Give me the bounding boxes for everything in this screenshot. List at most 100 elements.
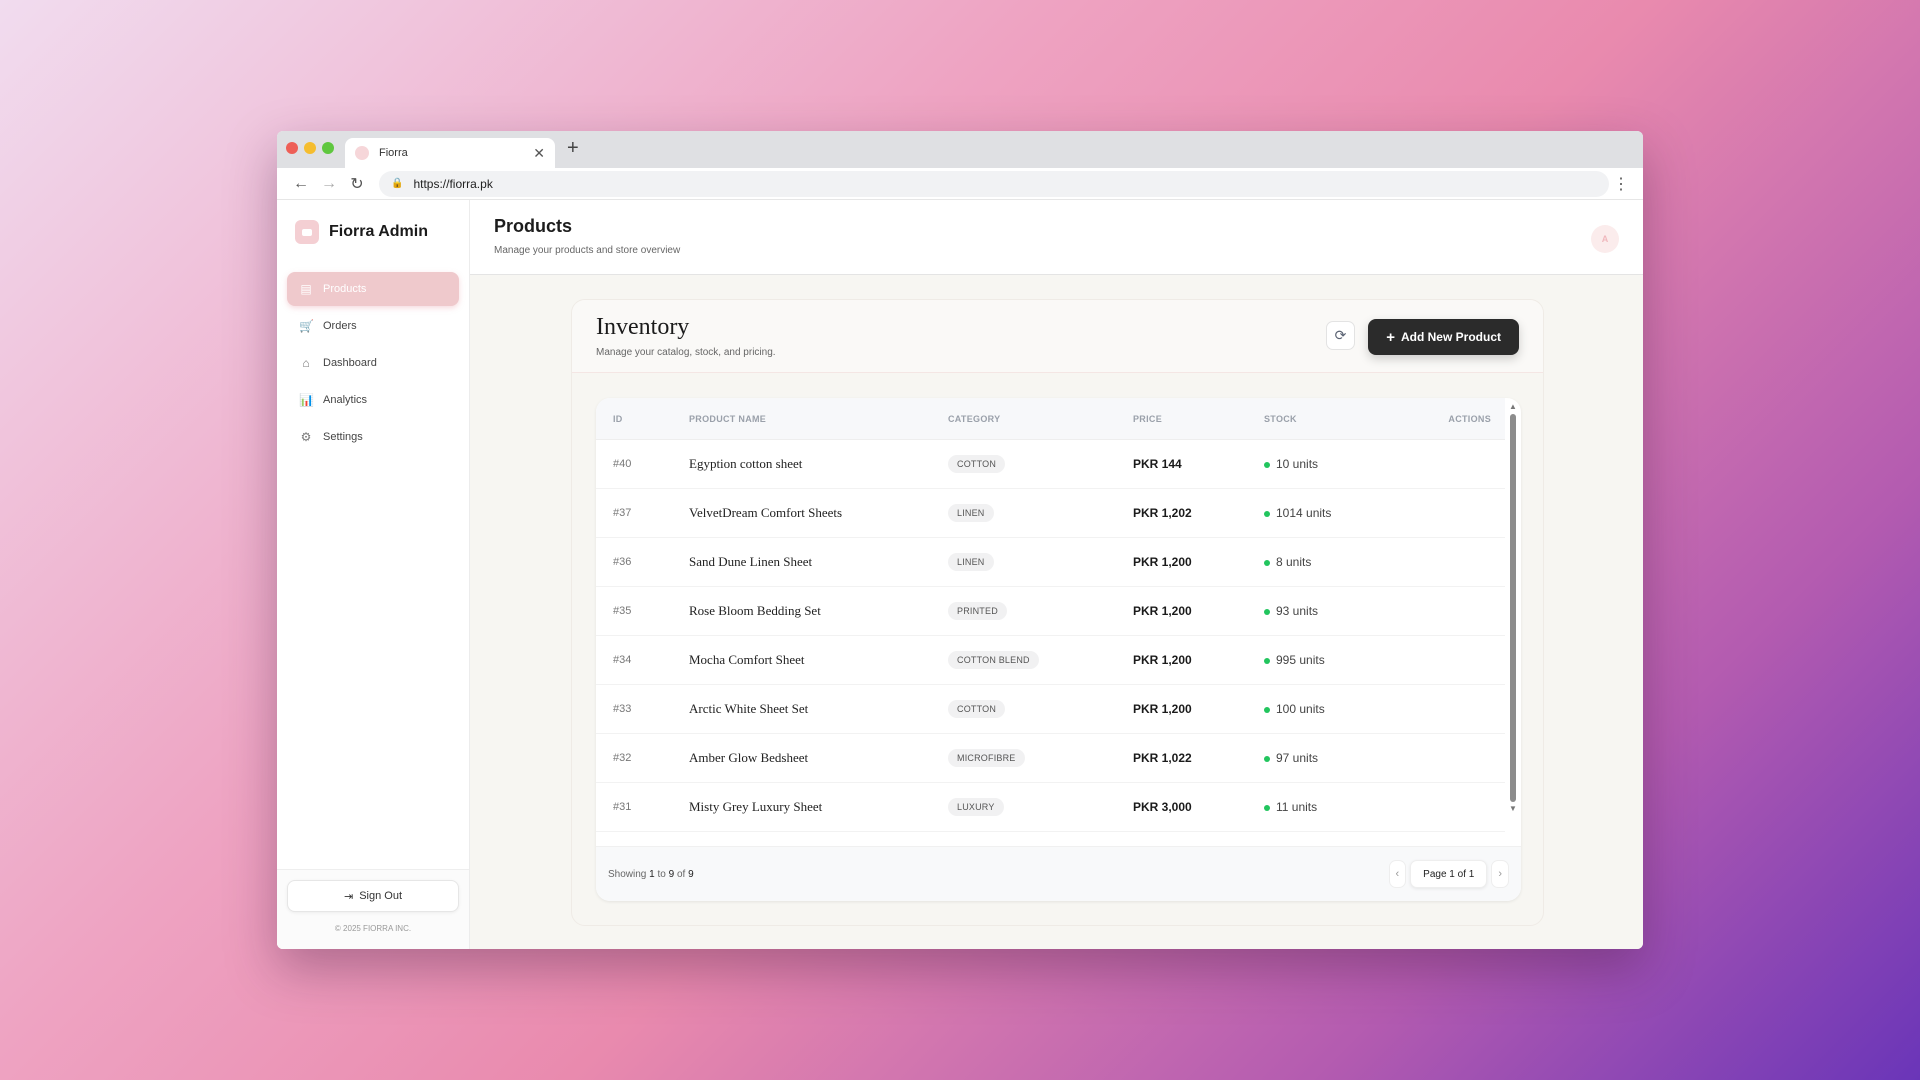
product-name: Rose Bloom Bedding Set bbox=[689, 603, 821, 618]
product-name: Sand Dune Linen Sheet bbox=[689, 554, 813, 569]
category-badge: LINEN bbox=[948, 504, 994, 522]
browser-tab[interactable]: Fiorra ✕ bbox=[345, 138, 555, 168]
product-price: PKR 1,200 bbox=[1133, 702, 1192, 716]
tab-title: Fiorra bbox=[379, 147, 408, 159]
address-row: ← → ↻ 🔒 https://fiorra.pk ⋮ bbox=[277, 168, 1643, 200]
table-row[interactable]: #31 Misty Grey Luxury Sheet LUXURY PKR 3… bbox=[596, 783, 1505, 832]
table-scrollbar[interactable]: ▲ ▼ bbox=[1509, 402, 1517, 852]
close-tab-icon[interactable]: ✕ bbox=[533, 144, 545, 161]
store-logo-icon bbox=[295, 220, 319, 244]
refresh-button[interactable]: ⟳ bbox=[1326, 321, 1355, 350]
in-stock-dot-icon bbox=[1264, 657, 1270, 664]
reload-icon[interactable]: ↻ bbox=[350, 175, 364, 193]
category-badge: PRINTED bbox=[948, 602, 1007, 620]
inventory-card: Inventory Manage your catalog, stock, an… bbox=[571, 299, 1544, 926]
col-actions: ACTIONS bbox=[1448, 413, 1491, 424]
showing-text: Showing 1 to 9 of 9 bbox=[608, 868, 694, 880]
scroll-down-icon[interactable]: ▼ bbox=[1509, 804, 1517, 813]
copyright: © 2025 FIORRA INC. bbox=[334, 924, 412, 933]
sidebar-item-products[interactable]: ▤ Products bbox=[287, 272, 459, 306]
product-price: PKR 3,000 bbox=[1133, 800, 1192, 814]
product-name: Arctic White Sheet Set bbox=[689, 701, 809, 716]
col-category: CATEGORY bbox=[948, 413, 1001, 424]
category-badge: COTTON bbox=[948, 455, 1006, 473]
close-window-button[interactable] bbox=[286, 142, 298, 154]
in-stock-dot-icon bbox=[1264, 755, 1270, 762]
product-price: PKR 1,200 bbox=[1133, 653, 1192, 667]
stock-status: 1014 units bbox=[1264, 506, 1331, 520]
product-name: Egyption cotton sheet bbox=[689, 456, 803, 471]
pagination: ‹ Page 1 of 1 › bbox=[1388, 860, 1509, 888]
scroll-up-icon[interactable]: ▲ bbox=[1509, 402, 1517, 411]
next-page-button[interactable]: › bbox=[1491, 860, 1509, 888]
cart-icon: 🛒 bbox=[299, 319, 314, 333]
sidebar-item-dashboard[interactable]: ⌂ Dashboard bbox=[287, 346, 459, 380]
stock-status: 11 units bbox=[1264, 800, 1317, 814]
product-id: #33 bbox=[613, 703, 632, 715]
table-row[interactable]: #33 Arctic White Sheet Set COTTON PKR 1,… bbox=[596, 685, 1505, 734]
table-row[interactable]: #32 Amber Glow Bedsheet MICROFIBRE PKR 1… bbox=[596, 734, 1505, 783]
product-price: PKR 144 bbox=[1133, 457, 1182, 471]
avatar[interactable]: A bbox=[1591, 225, 1619, 253]
stock-status: 100 units bbox=[1264, 702, 1325, 716]
main-content: Products Manage your products and store … bbox=[470, 200, 1643, 949]
col-price: PRICE bbox=[1133, 413, 1163, 424]
inventory-subtitle: Manage your catalog, stock, and pricing. bbox=[596, 347, 776, 358]
lock-icon: 🔒 bbox=[391, 178, 404, 189]
prev-page-button[interactable]: ‹ bbox=[1388, 860, 1407, 888]
col-id: ID bbox=[613, 413, 623, 424]
stock-status: 10 units bbox=[1264, 457, 1318, 471]
product-id: #32 bbox=[613, 752, 632, 764]
sidebar: Fiorra Admin ▤ Products 🛒 Orders ⌂ Dashboard 📊… bbox=[277, 200, 470, 949]
add-new-product-button[interactable]: + Add New Product bbox=[1368, 319, 1519, 355]
product-name: Mocha Comfort Sheet bbox=[689, 652, 805, 667]
in-stock-dot-icon bbox=[1264, 461, 1270, 468]
forward-icon[interactable]: → bbox=[321, 174, 337, 192]
product-price: PKR 1,022 bbox=[1133, 751, 1192, 765]
minimize-window-button[interactable] bbox=[304, 142, 316, 154]
product-price: PKR 1,200 bbox=[1133, 604, 1192, 618]
page-title: Products bbox=[494, 216, 573, 236]
new-tab-button[interactable]: + bbox=[567, 137, 579, 159]
category-badge: COTTON BLEND bbox=[948, 651, 1039, 669]
table-footer: Showing 1 to 9 of 9 ‹ Page 1 of 1 › bbox=[596, 846, 1521, 901]
in-stock-dot-icon bbox=[1264, 608, 1270, 615]
in-stock-dot-icon bbox=[1264, 559, 1270, 566]
page-subtitle: Manage your products and store overview bbox=[494, 245, 681, 256]
table-row[interactable]: #40 Egyption cotton sheet COTTON PKR 144… bbox=[596, 440, 1505, 489]
sign-out-button[interactable]: ⇥ Sign Out bbox=[287, 880, 459, 912]
category-badge: LUXURY bbox=[948, 798, 1004, 816]
table-row[interactable]: #34 Mocha Comfort Sheet COTTON BLEND PKR… bbox=[596, 636, 1505, 685]
page-header: Products Manage your products and store … bbox=[470, 200, 1643, 275]
plus-icon: + bbox=[1386, 328, 1395, 346]
stock-status: 93 units bbox=[1264, 604, 1318, 618]
scrollbar-thumb[interactable] bbox=[1510, 414, 1516, 802]
table-row[interactable]: #35 Rose Bloom Bedding Set PRINTED PKR 1… bbox=[596, 587, 1505, 636]
back-icon[interactable]: ← bbox=[293, 174, 309, 192]
col-stock: STOCK bbox=[1264, 413, 1297, 424]
chart-icon: 📊 bbox=[299, 393, 314, 407]
col-product-name: PRODUCT NAME bbox=[689, 413, 767, 424]
maximize-window-button[interactable] bbox=[322, 142, 334, 154]
browser-menu-icon[interactable]: ⋮ bbox=[1613, 175, 1629, 193]
home-icon: ⌂ bbox=[302, 356, 310, 370]
stock-status: 97 units bbox=[1264, 751, 1318, 765]
product-id: #35 bbox=[613, 605, 632, 617]
page-indicator: Page 1 of 1 bbox=[1410, 860, 1488, 888]
tab-bar: Fiorra ✕ + bbox=[277, 131, 1643, 168]
product-price: PKR 1,200 bbox=[1133, 555, 1192, 569]
table-row[interactable]: #37 VelvetDream Comfort Sheets LINEN PKR… bbox=[596, 489, 1505, 538]
product-name: Amber Glow Bedsheet bbox=[689, 750, 809, 765]
sidebar-item-orders[interactable]: 🛒 Orders bbox=[287, 309, 459, 343]
table-header: ID PRODUCT NAME CATEGORY PRICE STOCK ACT… bbox=[596, 398, 1505, 440]
sidebar-item-settings[interactable]: ⚙ Settings bbox=[287, 420, 459, 454]
in-stock-dot-icon bbox=[1264, 510, 1270, 517]
favicon-icon bbox=[355, 146, 369, 160]
browser-window: Fiorra ✕ + ← → ↻ 🔒 https://fiorra.pk ⋮ F… bbox=[277, 131, 1643, 949]
box-icon: ▤ bbox=[300, 282, 312, 296]
inventory-title: Inventory bbox=[596, 314, 690, 340]
table-row[interactable]: #36 Sand Dune Linen Sheet LINEN PKR 1,20… bbox=[596, 538, 1505, 587]
sidebar-item-analytics[interactable]: 📊 Analytics bbox=[287, 383, 459, 417]
address-bar[interactable]: 🔒 https://fiorra.pk bbox=[379, 170, 1609, 197]
sidebar-item-label: Dashboard bbox=[323, 357, 377, 369]
